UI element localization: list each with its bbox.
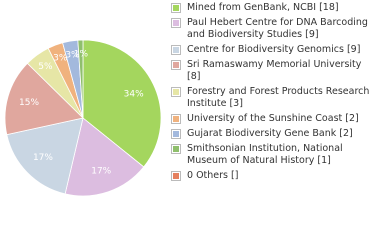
- legend-swatch: [171, 87, 181, 97]
- pie: 34%17%17%15%5%3%3%1%: [4, 39, 162, 197]
- legend-swatch: [171, 60, 181, 70]
- legend-swatch: [171, 45, 181, 55]
- legend-item: Gujarat Biodiversity Gene Bank [2]: [171, 128, 376, 140]
- legend-item: 0 Others []: [171, 170, 376, 182]
- legend: Mined from GenBank, NCBI [18] Paul Hebert…: [171, 2, 376, 185]
- legend-label: Paul Hebert Centre for DNA Barcoding and…: [187, 17, 368, 40]
- legend-item: Paul Hebert Centre for DNA Barcoding and…: [171, 17, 376, 41]
- pie-slice: [77, 39, 84, 119]
- legend-item: Smithsonian Institution, National Museum…: [171, 143, 376, 167]
- legend-label: Gujarat Biodiversity Gene Bank [2]: [187, 128, 353, 139]
- legend-item: Forestry and Forest Products Research In…: [171, 86, 376, 110]
- legend-label: Centre for Biodiversity Genomics [9]: [187, 44, 361, 55]
- legend-item: Sri Ramaswamy Memorial University [8]: [171, 59, 376, 83]
- slice-label: 1%: [74, 50, 89, 60]
- legend-label: Mined from GenBank, NCBI [18]: [187, 2, 339, 13]
- slice-label: 3%: [65, 50, 80, 60]
- legend-label: Smithsonian Institution, National Museum…: [187, 143, 343, 166]
- slice-label: 3%: [53, 54, 68, 64]
- legend-label: 0 Others []: [187, 170, 239, 181]
- legend-item: Centre for Biodiversity Genomics [9]: [171, 44, 376, 56]
- pie-slice: [82, 39, 162, 168]
- legend-label: Sri Ramaswamy Memorial University [8]: [187, 59, 362, 82]
- legend-swatch: [171, 3, 181, 13]
- pie-slice: [64, 117, 145, 197]
- legend-swatch: [171, 171, 181, 181]
- legend-swatch: [171, 18, 181, 28]
- legend-item: University of the Sunshine Coast [2]: [171, 113, 376, 125]
- legend-label: University of the Sunshine Coast [2]: [187, 113, 359, 124]
- legend-swatch: [171, 114, 181, 124]
- slice-label: 15%: [19, 98, 39, 108]
- slice-label: 17%: [33, 153, 53, 163]
- pie-slice: [6, 117, 84, 195]
- legend-item: Mined from GenBank, NCBI [18]: [171, 2, 376, 14]
- slice-label: 17%: [91, 167, 111, 177]
- pie-slice: [4, 62, 84, 136]
- legend-swatch: [171, 129, 181, 139]
- slice-label: 5%: [38, 62, 53, 72]
- legend-swatch: [171, 144, 181, 154]
- legend-label: Forestry and Forest Products Research In…: [187, 86, 370, 109]
- slice-label: 34%: [124, 89, 144, 99]
